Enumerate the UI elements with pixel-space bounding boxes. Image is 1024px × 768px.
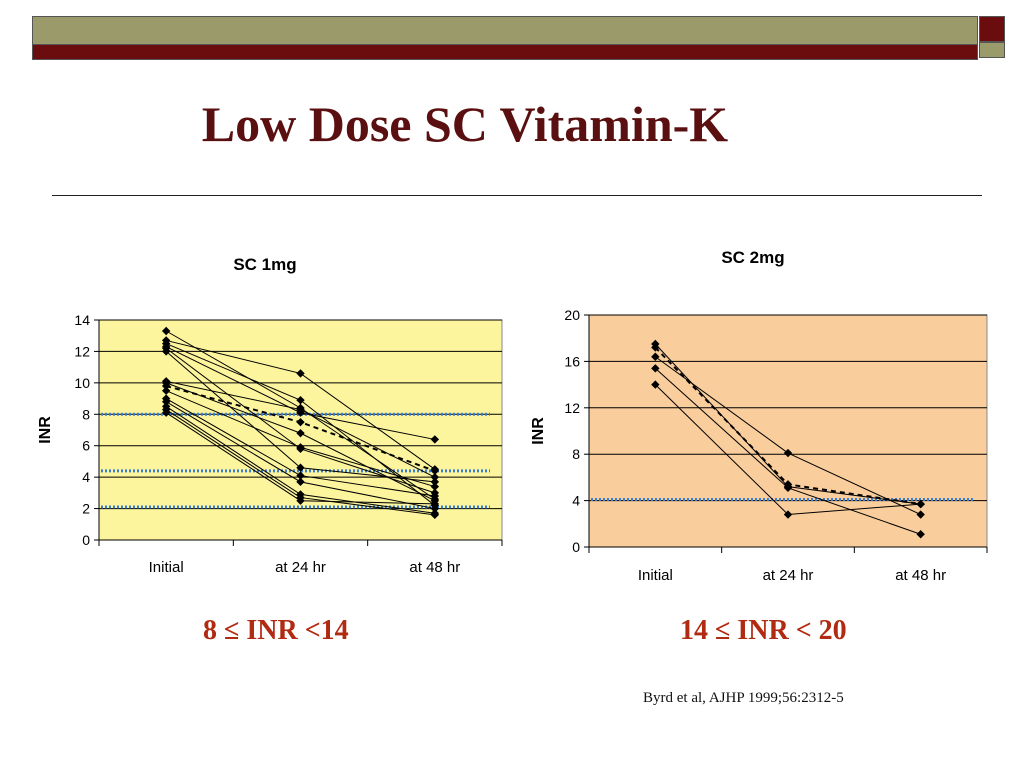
data-point — [296, 428, 305, 438]
y-tick-label: 20 — [564, 307, 580, 323]
header-band-maroon — [32, 44, 978, 60]
y-tick-label: 4 — [82, 469, 90, 485]
slide-title: Low Dose SC Vitamin-K — [201, 96, 729, 152]
data-point — [916, 499, 925, 509]
chart-title: SC 2mg — [721, 248, 784, 267]
data-point — [296, 477, 305, 487]
y-tick-label: 12 — [564, 400, 580, 416]
data-point — [651, 380, 660, 389]
data-point — [161, 408, 171, 417]
data-point — [651, 352, 660, 361]
y-axis-label: INR — [530, 417, 547, 445]
y-tick-label: 12 — [74, 343, 90, 359]
chart-2: 0 4 8 12 16 20 Initial at 24 hr at 48 hr SC 2mg IN… — [530, 248, 988, 584]
title-divider — [52, 195, 982, 196]
data-point — [161, 326, 171, 336]
data-point — [296, 496, 305, 505]
data-point — [296, 471, 305, 480]
data-point — [430, 477, 440, 487]
x-tick-label: Initial — [638, 567, 673, 584]
data-point — [916, 510, 925, 519]
data-point — [296, 443, 305, 452]
data-point — [430, 435, 440, 444]
x-tick-label: at 24 hr — [763, 567, 814, 584]
data-point — [651, 343, 660, 352]
data-point — [161, 386, 171, 395]
data-point — [430, 466, 440, 476]
y-tick-label: 16 — [564, 353, 580, 369]
y-tick-label: 6 — [82, 438, 90, 454]
y-tick-label: 14 — [74, 312, 90, 328]
header-square-olive — [979, 42, 1005, 58]
data-point — [296, 463, 305, 472]
y-tick-label: 8 — [82, 406, 90, 422]
y-tick-label: 10 — [74, 375, 90, 391]
y-tick-label: 8 — [572, 446, 580, 462]
data-point — [916, 530, 925, 539]
y-tick-label: 2 — [82, 501, 90, 517]
header-square-maroon — [979, 16, 1005, 42]
data-point — [161, 397, 171, 406]
data-point — [296, 417, 305, 427]
data-point — [651, 364, 660, 373]
data-point — [430, 482, 440, 491]
y-tick-label: 0 — [82, 532, 90, 548]
data-point — [783, 510, 793, 519]
x-tick-label: at 48 hr — [409, 559, 460, 576]
data-point — [430, 504, 440, 513]
data-point — [296, 395, 305, 405]
y-tick-label: 0 — [572, 539, 580, 555]
caption-left: 8 ≤ INR <14 — [203, 615, 349, 646]
data-point — [783, 480, 793, 489]
data-point — [161, 347, 171, 356]
data-point — [430, 491, 440, 501]
x-tick-label: at 48 hr — [895, 567, 946, 584]
chart-title: SC 1mg — [233, 255, 296, 274]
data-point — [161, 381, 171, 391]
data-point — [430, 510, 440, 520]
caption-right: 14 ≤ INR < 20 — [680, 615, 847, 646]
citation: Byrd et al, AJHP 1999;56:2312-5 — [643, 690, 844, 706]
y-tick-label: 4 — [572, 493, 580, 509]
chart-1: 0 2 4 6 8 10 12 14 Initial at 24 hr at 48 hr SC 1mg… — [37, 255, 503, 576]
data-point — [296, 369, 305, 378]
x-tick-label: at 24 hr — [275, 559, 326, 576]
data-point — [430, 499, 440, 509]
data-point — [296, 405, 305, 414]
data-point — [430, 472, 440, 482]
x-tick-label: Initial — [149, 559, 184, 576]
data-point — [783, 448, 793, 458]
y-axis-label: INR — [37, 416, 54, 444]
